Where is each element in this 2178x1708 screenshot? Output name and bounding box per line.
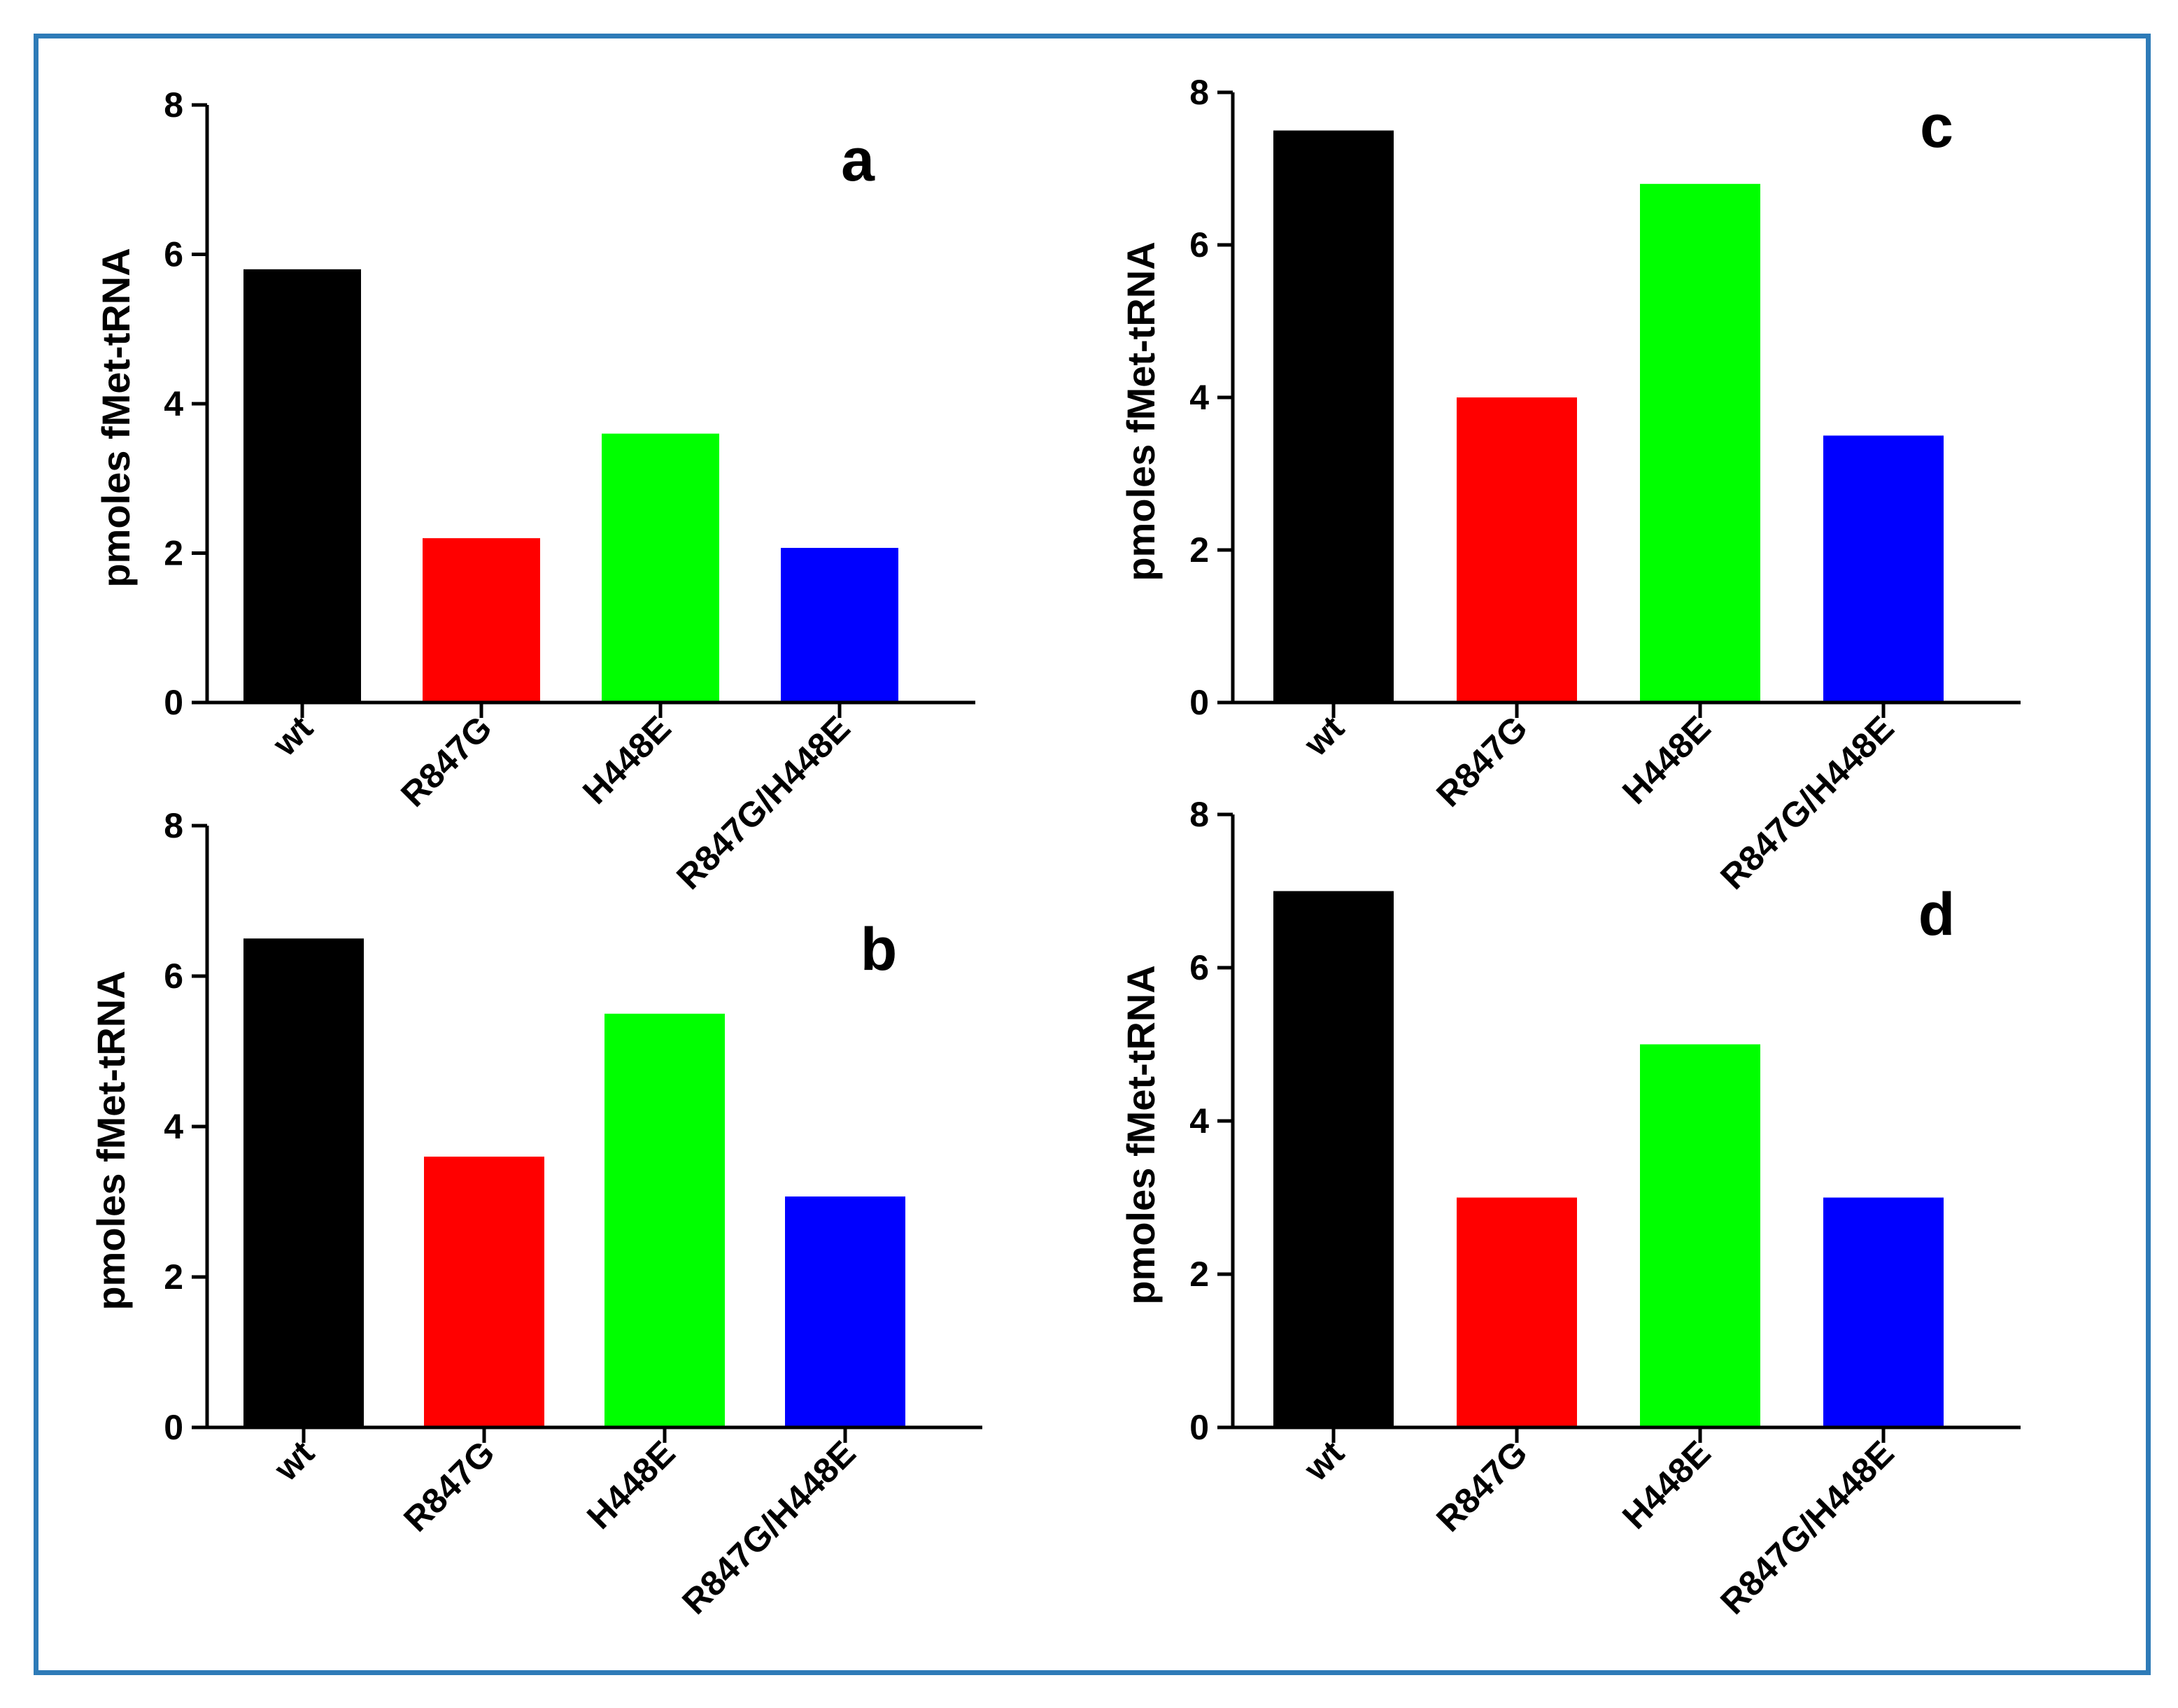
x-tick-label: R847G/H448E (1713, 1433, 1902, 1622)
x-tick-label: R847G/H448E (1713, 708, 1902, 897)
x-tick-label: H448E (1615, 708, 1718, 812)
bar-r847g (424, 1157, 544, 1427)
y-tick-label: 4 (164, 1107, 183, 1146)
bar-r847g-h448e (1823, 435, 1944, 703)
bar-r847g-h448e (781, 548, 898, 703)
y-tick-label: 6 (1189, 225, 1209, 264)
panel-label: b (861, 916, 898, 983)
x-tick-label: R847G (393, 708, 500, 814)
bar-r847g-h448e (785, 1196, 905, 1427)
x-tick-label: H448E (579, 1433, 683, 1537)
y-tick-label: 2 (1189, 530, 1209, 570)
bar-h448e (1640, 183, 1760, 703)
y-tick-label: 0 (1189, 683, 1209, 722)
bar-wt (243, 269, 361, 703)
y-tick-label: 0 (164, 1408, 183, 1447)
y-axis-title: pmoles fMet-tRNA (1119, 965, 1163, 1304)
y-tick-label: 4 (164, 384, 183, 423)
panel-label: a (841, 127, 875, 194)
y-tick-label: 8 (164, 806, 183, 845)
y-axis-title: pmoles fMet-tRNA (89, 971, 133, 1310)
y-tick-label: 4 (1189, 378, 1209, 417)
y-tick-label: 2 (164, 534, 183, 573)
y-tick-label: 2 (164, 1257, 183, 1297)
bar-r847g (1457, 1197, 1577, 1427)
bar-r847g (1457, 397, 1577, 703)
panel-label: c (1920, 93, 1953, 160)
x-tick-label: R847G (396, 1433, 502, 1539)
x-tick-label: H448E (1615, 1433, 1718, 1537)
x-tick-label: R847G/H448E (674, 1433, 863, 1622)
bar-r847g (423, 538, 540, 703)
x-tick-label: wt (266, 1433, 322, 1489)
x-tick-label: R847G (1429, 1433, 1535, 1539)
bar-h448e (1640, 1044, 1760, 1427)
bar-wt (1273, 130, 1394, 703)
figure-frame (34, 34, 2151, 1675)
y-axis-title: pmoles fMet-tRNA (1119, 241, 1163, 581)
y-tick-label: 6 (164, 957, 183, 996)
y-tick-label: 2 (1189, 1255, 1209, 1294)
y-tick-label: 6 (1189, 948, 1209, 987)
x-tick-label: R847G/H448E (669, 708, 858, 897)
x-tick-label: H448E (575, 708, 679, 812)
bar-wt (243, 938, 364, 1427)
y-tick-label: 6 (164, 235, 183, 274)
x-tick-label: wt (1296, 1433, 1352, 1489)
x-tick-label: R847G (1429, 708, 1535, 814)
x-tick-label: wt (264, 708, 320, 764)
y-tick-label: 8 (164, 85, 183, 125)
y-tick-label: 0 (1189, 1408, 1209, 1447)
x-tick-label: wt (1296, 708, 1352, 764)
bar-h448e (604, 1013, 725, 1427)
y-tick-label: 8 (1189, 73, 1209, 112)
y-tick-label: 4 (1189, 1101, 1209, 1141)
y-axis-title: pmoles fMet-tRNA (94, 248, 138, 587)
bar-h448e (602, 433, 719, 703)
bar-wt (1273, 891, 1394, 1427)
y-tick-label: 8 (1189, 795, 1209, 834)
panel-label: d (1918, 881, 1956, 948)
y-tick-label: 0 (164, 683, 183, 722)
bar-r847g-h448e (1823, 1197, 1944, 1427)
